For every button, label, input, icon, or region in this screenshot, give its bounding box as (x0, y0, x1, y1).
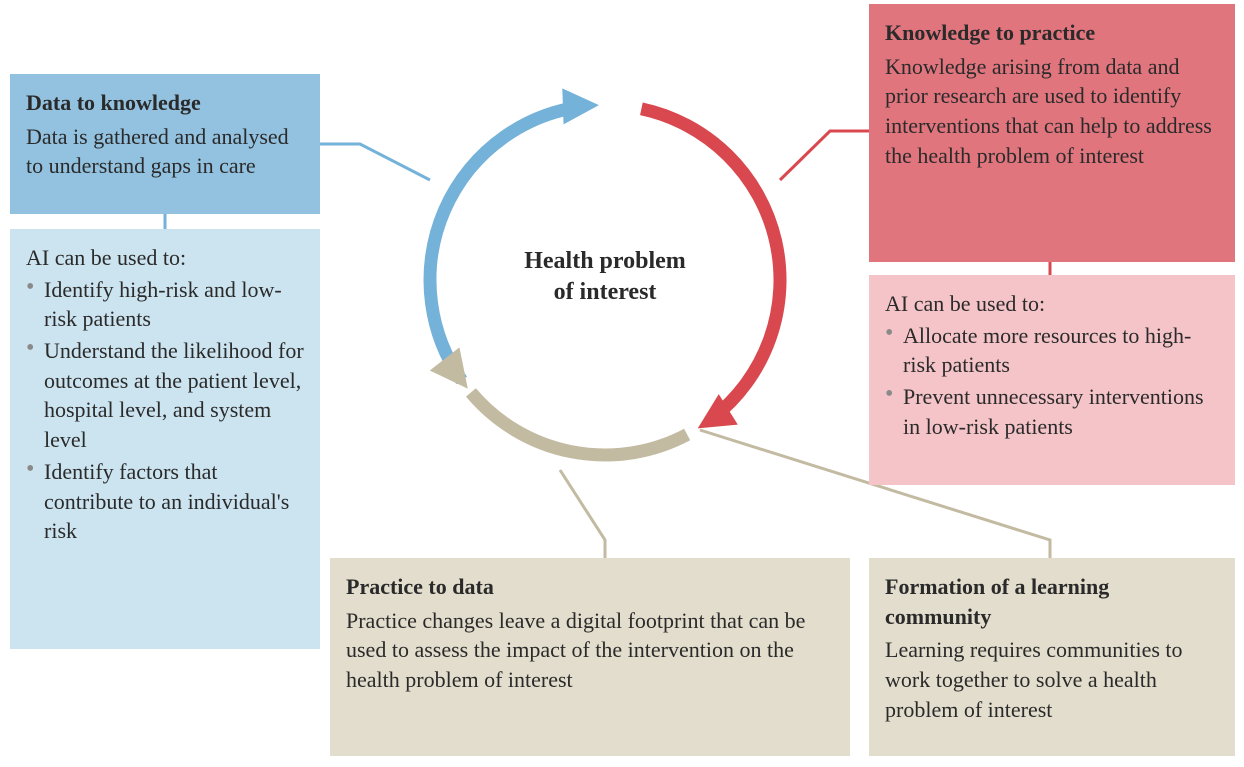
desc-knowledge-to-practice: Knowledge arising from data and prior re… (885, 52, 1219, 171)
box-knowledge-ai-uses: AI can be used to: Allocate more resourc… (869, 275, 1235, 485)
desc-practice-to-data: Practice changes leave a digital footpri… (346, 606, 834, 695)
lead-knowledge-ai: AI can be used to: (885, 289, 1219, 319)
desc-data-to-knowledge: Data is gathered and analysed to underst… (26, 122, 304, 181)
title-learning-community: Formation of a learning community (885, 572, 1219, 631)
title-practice-to-data: Practice to data (346, 572, 834, 602)
title-knowledge-to-practice: Knowledge to practice (885, 18, 1219, 48)
list-item: Prevent unnecessary interventions in low… (885, 382, 1219, 441)
list-item: Understand the likelihood for outcomes a… (26, 336, 304, 455)
center-line1: Health problem (524, 248, 686, 274)
center-line2: of interest (554, 279, 657, 305)
box-data-ai-uses: AI can be used to: Identify high-risk an… (10, 229, 320, 649)
box-practice-to-data: Practice to data Practice changes leave … (330, 558, 850, 756)
lead-data-ai: AI can be used to: (26, 243, 304, 273)
title-data-to-knowledge: Data to knowledge (26, 88, 304, 118)
list-item: Allocate more resources to high-risk pat… (885, 321, 1219, 380)
list-item: Identify high-risk and low-risk patients (26, 275, 304, 334)
desc-learning-community: Learning requires communities to work to… (885, 635, 1219, 724)
list-data-ai: Identify high-risk and low-risk patients… (26, 275, 304, 546)
center-label: Health problem of interest (480, 246, 730, 308)
box-learning-community: Formation of a learning community Learni… (869, 558, 1235, 756)
box-knowledge-to-practice: Knowledge to practice Knowledge arising … (869, 4, 1235, 262)
list-item: Identify factors that contribute to an i… (26, 457, 304, 546)
box-data-to-knowledge: Data to knowledge Data is gathered and a… (10, 74, 320, 214)
list-knowledge-ai: Allocate more resources to high-risk pat… (885, 321, 1219, 442)
